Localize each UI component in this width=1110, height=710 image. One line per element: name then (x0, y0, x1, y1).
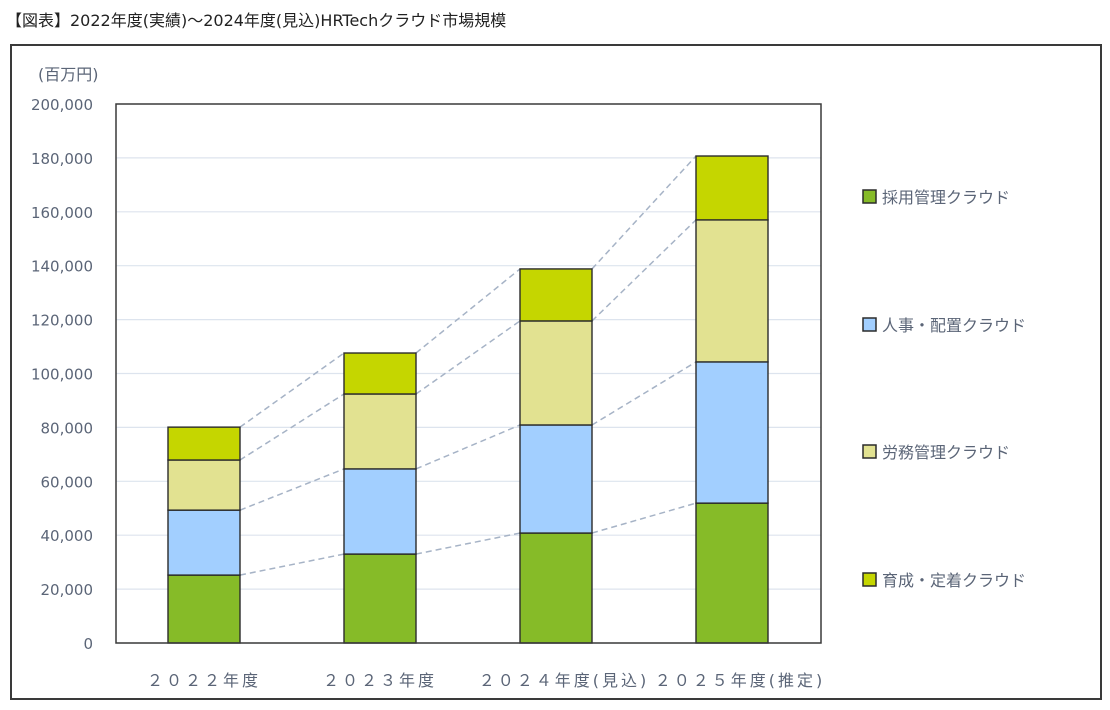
bar-segment (167, 459, 241, 511)
bar-segment (343, 352, 417, 395)
legend-swatch (862, 317, 877, 332)
legend-swatch (862, 189, 877, 204)
y-tick-label: 80,000 (41, 419, 94, 437)
connector-line (239, 352, 345, 428)
chart-title: 【図表】2022年度(実績)～2024年度(見込)HRTechクラウド市場規模 (6, 11, 507, 30)
x-axis-categories: ２０２２年度 ２０２３年度 ２０２４年度(見込) ２０２５年度(推定) (147, 671, 826, 690)
connector-line (415, 268, 521, 354)
legend-label: 労務管理クラウド (882, 443, 1010, 462)
x-category-label: ２０２５年度(推定) (655, 671, 826, 690)
bar-segment (167, 574, 241, 644)
connector-line (239, 393, 345, 461)
y-tick-label: 100,000 (31, 366, 93, 384)
bars (167, 155, 769, 644)
bar-segment (695, 219, 769, 363)
legend-item: 採用管理クラウド (862, 188, 1010, 207)
legend-label: 採用管理クラウド (882, 188, 1010, 207)
bar-segment (519, 532, 593, 644)
bar-segment (343, 393, 417, 470)
connector-line (591, 219, 697, 322)
connector-line (591, 361, 697, 426)
bar-segment (343, 553, 417, 644)
bar-segment (695, 361, 769, 504)
bar-segment (519, 320, 593, 426)
connector-line (591, 502, 697, 534)
legend-item: 人事・配置クラウド (862, 316, 1026, 335)
legend-swatch (862, 444, 877, 459)
x-category-label: ２０２２年度 (147, 671, 261, 690)
legend-label: 人事・配置クラウド (882, 316, 1026, 335)
legend-item: 労務管理クラウド (862, 443, 1010, 462)
y-tick-label: 140,000 (31, 258, 93, 276)
y-axis-unit-label: (百万円) (38, 65, 99, 84)
connector-line (415, 424, 521, 470)
bar-segment (167, 509, 241, 576)
legend-item: 育成・定着クラウド (862, 571, 1026, 590)
bar-segment (695, 502, 769, 644)
y-tick-label: 120,000 (31, 312, 93, 330)
y-tick-label: 60,000 (41, 473, 94, 491)
connector-line (239, 553, 345, 576)
connector-line (415, 320, 521, 395)
connector-line (415, 532, 521, 555)
bar-segment (167, 426, 241, 461)
connector-line (239, 468, 345, 511)
bar-segment (695, 155, 769, 221)
plot-area-border (115, 103, 822, 644)
x-category-label: ２０２４年度(見込) (479, 671, 650, 690)
y-tick-label: 160,000 (31, 204, 93, 222)
y-tick-label: 40,000 (41, 527, 94, 545)
y-tick-label: 20,000 (41, 581, 94, 599)
y-tick-label: 0 (83, 635, 93, 653)
connector-line (591, 155, 697, 270)
bar-segment (519, 268, 593, 322)
series-connector-lines (239, 155, 697, 576)
x-category-label: ２０２３年度 (323, 671, 437, 690)
y-tick-label: 200,000 (31, 96, 93, 114)
legend-swatch (862, 572, 877, 587)
legend-label: 育成・定着クラウド (882, 571, 1026, 590)
y-tick-label: 180,000 (31, 150, 93, 168)
bar-segment (519, 424, 593, 534)
bar-segment (343, 468, 417, 555)
y-axis-ticks: 0 20,000 40,000 60,000 80,000 100,000 120,000 1… (31, 96, 93, 653)
